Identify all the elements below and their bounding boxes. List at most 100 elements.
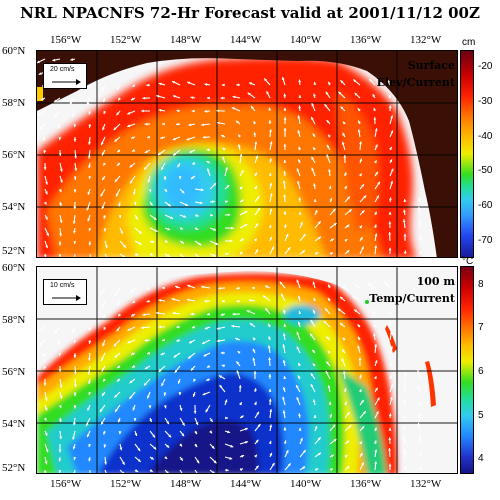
current-vector-head (298, 105, 302, 109)
current-vector-head (147, 351, 150, 355)
current-vector-head (180, 457, 183, 461)
current-vector-head (87, 218, 91, 222)
current-vector-head (240, 415, 244, 419)
current-vector-head (164, 189, 167, 192)
current-vector-head (88, 141, 91, 145)
current-vector-head (137, 448, 141, 452)
colorbar-tick: 7 (478, 322, 484, 333)
current-vector-head (361, 210, 365, 214)
current-vector-head (117, 149, 121, 153)
current-vector-head (348, 209, 352, 213)
current-vector-head (368, 295, 372, 299)
current-vector-head (72, 422, 76, 426)
current-vector-head (161, 338, 165, 342)
current-vector-head (44, 407, 48, 411)
colorbar-tick: -70 (478, 235, 493, 246)
current-vector-head (177, 380, 181, 384)
current-vector-head (161, 286, 165, 290)
current-vector-head (168, 434, 172, 438)
current-vector-head (178, 176, 182, 180)
current-vector-head (163, 177, 167, 180)
current-vector-head (283, 309, 286, 313)
current-vector-head (142, 313, 146, 317)
current-vector-head (266, 91, 270, 95)
current-vector-head (241, 455, 245, 458)
current-vector-head (361, 399, 364, 403)
current-vector-head (353, 79, 357, 83)
lon-label: 156°W (50, 34, 82, 46)
current-vector-head (122, 471, 125, 473)
current-vector-head (388, 95, 392, 98)
current-vector-head (88, 381, 91, 384)
current-vector-head (269, 236, 272, 240)
current-vector-head (204, 326, 208, 330)
current-vector-head (363, 195, 367, 199)
current-vector-head (279, 281, 283, 285)
figure-title: NRL NPACNFS 72-Hr Forecast valid at 2001… (20, 4, 480, 22)
current-vector-head (246, 310, 250, 313)
current-vector-head (337, 308, 341, 312)
current-vector-head (253, 132, 257, 135)
current-vector-head (135, 216, 138, 220)
lat-label: 60°N (2, 45, 26, 57)
current-vector-head (313, 199, 317, 202)
current-vector-head (298, 197, 302, 201)
current-vector-head (58, 189, 62, 193)
current-vector-head (255, 155, 259, 159)
panel-title-line1: 100 m (416, 275, 455, 288)
current-vector-head (376, 411, 379, 415)
current-vector-head (116, 378, 120, 382)
current-vector-head (185, 256, 186, 257)
current-vector-head (329, 414, 332, 417)
current-vector-head (237, 351, 241, 354)
current-vector-head (179, 443, 182, 447)
current-vector-head (389, 331, 393, 335)
lon-label: 132°W (410, 478, 442, 490)
current-vector-head (254, 172, 257, 176)
current-vector-head (59, 203, 62, 207)
current-vector-head (122, 461, 125, 465)
current-vector-head (297, 321, 301, 325)
panel-title-line1: Surface (407, 59, 455, 72)
current-vector-head (87, 434, 90, 438)
current-vector-head (271, 246, 274, 250)
current-vector-head (361, 246, 364, 250)
current-vector-head (297, 295, 301, 299)
current-vector-head (269, 141, 273, 145)
current-vector-head (170, 216, 174, 219)
temperature-colorbar (460, 266, 474, 474)
current-vector-head (103, 162, 106, 166)
current-vector-head (43, 383, 47, 386)
current-vector (179, 469, 183, 473)
current-vector-head (313, 298, 317, 301)
current-vector-head (44, 397, 48, 401)
current-vector-head (403, 233, 407, 237)
current-vector-head (211, 445, 215, 449)
current-vector-head (326, 361, 329, 365)
current-vector-head (403, 425, 406, 429)
current-vector-head (138, 242, 142, 245)
current-vector (209, 469, 215, 473)
current-vector-head (146, 299, 150, 303)
current-vector-head (282, 344, 286, 348)
current-vector-head (102, 152, 105, 156)
current-vector-head (310, 373, 314, 377)
current-vector-head (361, 462, 364, 466)
current-vector-head (252, 348, 256, 352)
current-vector-head (116, 86, 120, 90)
current-vector-head (194, 444, 198, 448)
current-vector-head (419, 467, 422, 471)
current-vector-head (131, 136, 134, 139)
current-vector-head (161, 122, 165, 126)
current-vector-head (149, 202, 153, 206)
lon-label: 152°W (110, 478, 142, 490)
current-vector-head (388, 211, 392, 215)
current-vector-head (374, 211, 377, 215)
current-vector-head (160, 352, 164, 356)
current-vector-head (313, 93, 316, 97)
current-vector-head (302, 466, 306, 470)
current-vector-head (357, 129, 361, 133)
current-vector-head (326, 120, 330, 123)
current-vector-head (327, 350, 331, 354)
current-vector-head (73, 405, 77, 409)
